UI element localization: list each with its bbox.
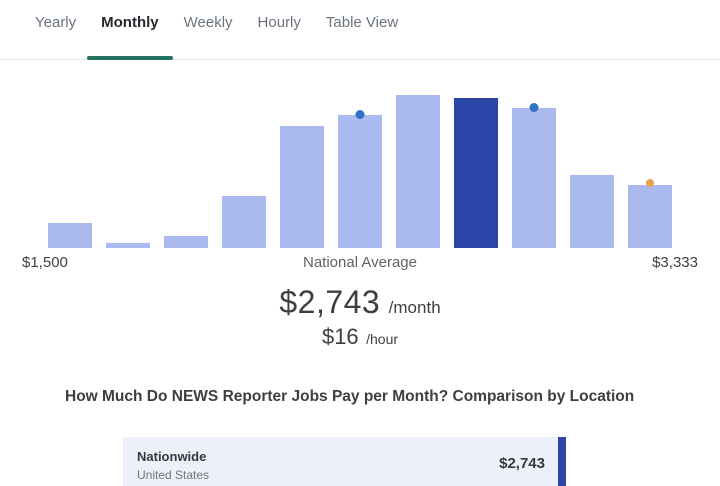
tab-monthly[interactable]: Monthly [87,14,173,60]
location-bar-track [123,437,558,486]
hourly-salary-value: $16 [321,324,359,349]
monthly-salary-unit: /month [388,298,441,317]
axis-center-label: National Average [303,254,417,271]
blue-marker-dot-icon [529,103,539,112]
location-value: $2,743 [499,455,545,472]
orange-marker-dot-icon [646,179,654,187]
histogram-bar[interactable] [164,236,208,248]
national-average-monthly: $2,743 /month [0,284,720,321]
tab-yearly[interactable]: Yearly [35,14,77,31]
period-tabbar: Yearly Monthly Weekly Hourly Table View [0,0,720,60]
histogram-bar-highlighted[interactable] [454,98,498,248]
axis-min-label: $1,500 [22,254,68,271]
histogram-bar[interactable] [570,175,614,248]
histogram-axis: $1,500 National Average $3,333 [22,254,698,271]
salary-histogram [48,85,672,248]
location-row-nationwide[interactable]: Nationwide United States $2,743 [123,437,566,486]
location-name: Nationwide [137,449,207,464]
location-bar-marker [558,437,566,486]
histogram-bar[interactable] [396,95,440,248]
histogram-bar[interactable] [338,110,382,248]
histogram-bar[interactable] [628,179,672,248]
hourly-salary-unit: /hour [366,331,399,347]
histogram-bar[interactable] [106,243,150,248]
tab-weekly[interactable]: Weekly [183,14,233,31]
histogram-bar[interactable] [512,103,556,248]
monthly-salary-value: $2,743 [279,284,381,320]
location-region: United States [137,468,210,482]
histogram-bar[interactable] [280,126,324,248]
axis-max-label: $3,333 [652,254,698,271]
national-average-hourly: $16 /hour [0,324,720,350]
histogram-bar[interactable] [222,196,266,248]
tab-table-view[interactable]: Table View [325,14,399,31]
blue-marker-dot-icon [355,110,365,119]
tab-hourly[interactable]: Hourly [257,14,301,31]
histogram-bar[interactable] [48,223,92,248]
comparison-heading: How Much Do NEWS Reporter Jobs Pay per M… [65,388,635,405]
